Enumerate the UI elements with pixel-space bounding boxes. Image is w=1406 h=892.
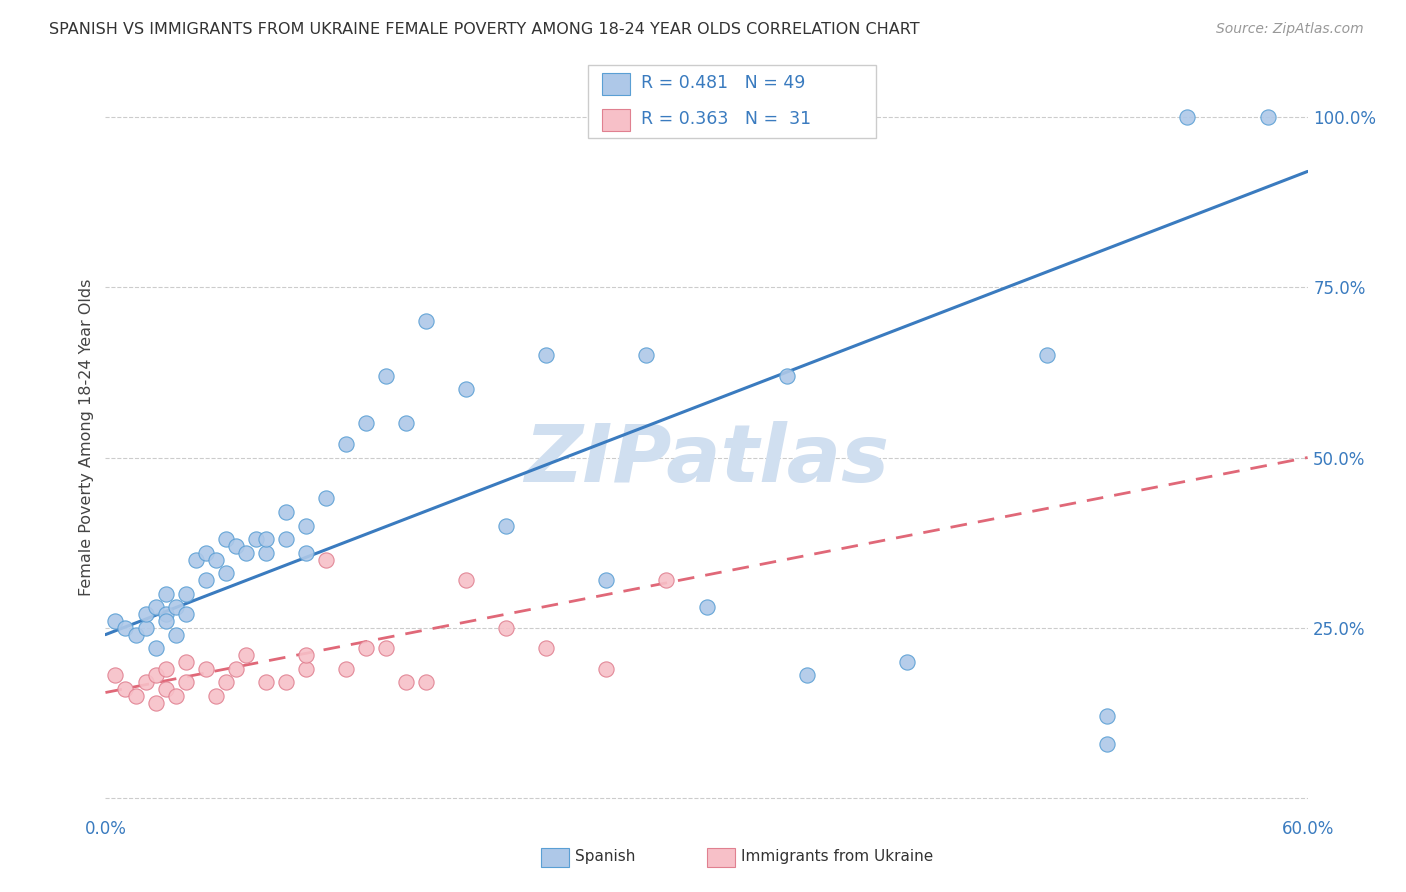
Point: [415, 675, 437, 690]
Point: [235, 648, 257, 662]
Point: [415, 314, 437, 328]
Point: [174, 607, 197, 622]
Point: [315, 552, 337, 566]
Point: [354, 417, 377, 431]
Point: [114, 682, 136, 697]
Point: [145, 641, 167, 656]
Point: [1036, 348, 1059, 362]
Point: [454, 383, 477, 397]
Point: [295, 518, 318, 533]
Point: [194, 662, 217, 676]
Point: [194, 546, 217, 560]
Point: [1177, 110, 1199, 124]
Point: [354, 641, 377, 656]
Point: [124, 627, 146, 641]
Text: Source: ZipAtlas.com: Source: ZipAtlas.com: [1216, 22, 1364, 37]
Point: [254, 546, 277, 560]
Point: [495, 621, 517, 635]
Point: [595, 662, 617, 676]
Point: [274, 533, 297, 547]
Point: [155, 607, 177, 622]
Point: [145, 696, 167, 710]
Point: [124, 689, 146, 703]
Text: R = 0.363   N =  31: R = 0.363 N = 31: [641, 110, 811, 128]
Point: [655, 573, 678, 587]
Point: [274, 505, 297, 519]
Point: [295, 648, 318, 662]
Point: [114, 621, 136, 635]
Point: [595, 573, 617, 587]
Point: [214, 533, 236, 547]
Point: [295, 662, 318, 676]
Point: [636, 348, 658, 362]
Point: [1097, 737, 1119, 751]
Point: [274, 675, 297, 690]
Point: [245, 533, 267, 547]
Point: [254, 675, 277, 690]
Point: [225, 662, 247, 676]
Text: SPANISH VS IMMIGRANTS FROM UKRAINE FEMALE POVERTY AMONG 18-24 YEAR OLDS CORRELAT: SPANISH VS IMMIGRANTS FROM UKRAINE FEMAL…: [49, 22, 920, 37]
Text: Spanish: Spanish: [575, 849, 636, 864]
Point: [1257, 110, 1279, 124]
Point: [204, 689, 226, 703]
Point: [335, 662, 357, 676]
Point: [174, 675, 197, 690]
Point: [174, 587, 197, 601]
Point: [155, 614, 177, 628]
Point: [155, 682, 177, 697]
Point: [254, 533, 277, 547]
Point: [204, 552, 226, 566]
Point: [145, 600, 167, 615]
Point: [135, 675, 157, 690]
Point: [165, 689, 187, 703]
Point: [796, 668, 818, 682]
Point: [495, 518, 517, 533]
Point: [374, 368, 398, 383]
Point: [454, 573, 477, 587]
Point: [155, 662, 177, 676]
Point: [184, 552, 207, 566]
Point: [135, 621, 157, 635]
Point: [1097, 709, 1119, 723]
Point: [395, 417, 418, 431]
Point: [165, 627, 187, 641]
Point: [776, 368, 799, 383]
Point: [696, 600, 718, 615]
Point: [104, 668, 127, 682]
Point: [194, 573, 217, 587]
Point: [896, 655, 918, 669]
Point: [104, 614, 127, 628]
Point: [295, 546, 318, 560]
Text: Immigrants from Ukraine: Immigrants from Ukraine: [741, 849, 934, 864]
Point: [174, 655, 197, 669]
Point: [225, 539, 247, 553]
Point: [315, 491, 337, 506]
Point: [534, 348, 557, 362]
Point: [235, 546, 257, 560]
Y-axis label: Female Poverty Among 18-24 Year Olds: Female Poverty Among 18-24 Year Olds: [79, 278, 94, 596]
Point: [214, 566, 236, 581]
Text: R = 0.481   N = 49: R = 0.481 N = 49: [641, 74, 806, 92]
Point: [155, 587, 177, 601]
Point: [165, 600, 187, 615]
Text: ZIPatlas: ZIPatlas: [524, 420, 889, 499]
Point: [145, 668, 167, 682]
Point: [374, 641, 398, 656]
Point: [214, 675, 236, 690]
Point: [395, 675, 418, 690]
Point: [534, 641, 557, 656]
Point: [135, 607, 157, 622]
Point: [335, 437, 357, 451]
